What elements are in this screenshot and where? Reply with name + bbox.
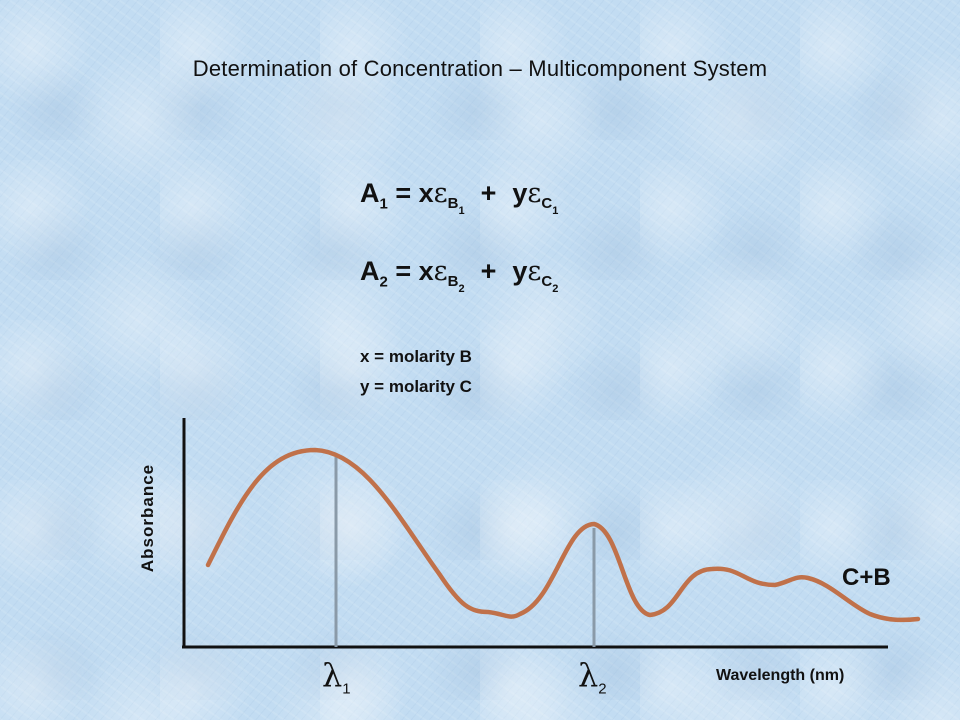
- equation-1: A1 = xεB1+ yεC1: [360, 178, 559, 218]
- definition-y: y = molarity C: [360, 377, 472, 396]
- lambda-2-label: λ2: [578, 656, 607, 698]
- equation-2: A2 = xεB2+ yεC2: [360, 256, 559, 296]
- y-axis-label: Absorbance: [138, 463, 157, 573]
- absorbance-curve: [205, 447, 921, 623]
- lambda-1-label: λ1: [322, 656, 351, 698]
- slide-title: Determination of Concentration – Multico…: [192, 56, 768, 81]
- definition-x: x = molarity B: [360, 347, 472, 366]
- curve-label: C+B: [842, 564, 891, 591]
- x-axis-label: Wavelength (nm): [716, 667, 845, 684]
